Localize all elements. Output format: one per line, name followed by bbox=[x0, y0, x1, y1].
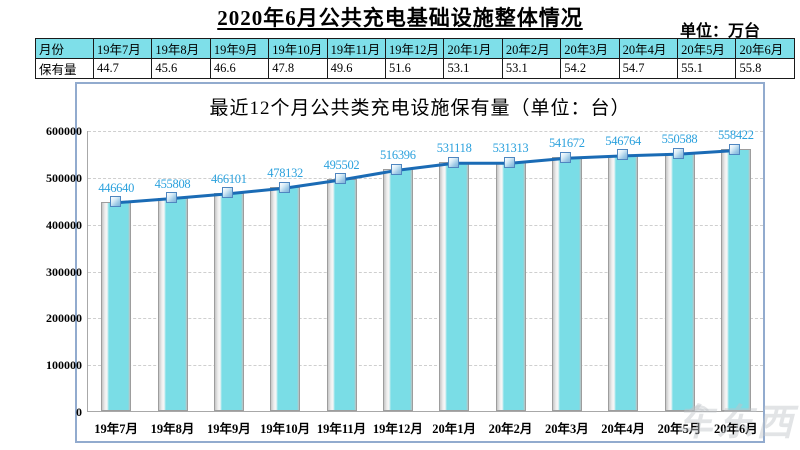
data-label: 466101 bbox=[210, 171, 247, 186]
x-axis-tick-label: 20年1月 bbox=[432, 422, 477, 436]
data-point-marker bbox=[504, 156, 515, 168]
holding-value-cell: 49.6 bbox=[326, 58, 387, 79]
y-axis-tick-label: 300000 bbox=[46, 264, 82, 279]
y-axis-tick-label: 200000 bbox=[46, 311, 82, 326]
data-point-marker bbox=[335, 173, 346, 185]
data-label: 478132 bbox=[267, 166, 303, 181]
gridline bbox=[88, 224, 763, 226]
data-point-marker bbox=[616, 149, 628, 161]
holding-value-cell: 55.8 bbox=[735, 58, 795, 79]
x-axis-tick-label: 20年5月 bbox=[657, 422, 702, 436]
holding-value-cell: 54.2 bbox=[560, 58, 620, 79]
gridline bbox=[88, 271, 763, 273]
month-header-cell: 19年9月 bbox=[209, 38, 270, 59]
bar bbox=[101, 201, 132, 411]
holding-value-cell: 54.7 bbox=[618, 58, 679, 79]
x-axis-tick-label: 20年6月 bbox=[713, 422, 758, 436]
month-header-cell: 20年4月 bbox=[618, 38, 679, 59]
gridline bbox=[88, 318, 763, 320]
page-title: 2020年6月公共充电基础设施整体情况 bbox=[217, 6, 583, 30]
y-axis-tick-label: 500000 bbox=[46, 170, 82, 185]
bar bbox=[157, 197, 188, 411]
data-point-marker bbox=[560, 151, 572, 163]
row-header-month: 月份 bbox=[35, 38, 94, 59]
data-label: 516396 bbox=[379, 148, 416, 163]
y-axis-tick-label: 100000 bbox=[46, 358, 82, 373]
data-point-marker bbox=[391, 163, 403, 175]
table-row-values: 保有量 44.7 45.6 46.6 47.8 49.6 51.6 53.1 53.1 54.2… bbox=[35, 58, 795, 79]
y-axis-tick-label: 600000 bbox=[46, 124, 82, 138]
bar bbox=[213, 192, 244, 411]
chart-title: 最近12个月公共类充电设施保有量（单位：台） bbox=[209, 98, 631, 119]
data-label: 455808 bbox=[154, 176, 191, 191]
holding-value-cell: 46.6 bbox=[209, 58, 270, 79]
gridline bbox=[88, 177, 763, 179]
gridline bbox=[88, 365, 763, 367]
data-label: 495502 bbox=[323, 157, 360, 172]
x-axis-tick-label: 19年11月 bbox=[316, 422, 367, 436]
data-label: 446640 bbox=[98, 180, 135, 195]
holding-value-cell: 53.1 bbox=[443, 58, 503, 79]
month-header-cell: 19年11月 bbox=[326, 38, 387, 59]
month-header-cell: 20年5月 bbox=[677, 38, 737, 59]
y-axis-tick-label: 400000 bbox=[46, 217, 82, 232]
holding-value-cell: 47.8 bbox=[268, 58, 328, 79]
data-label: 531118 bbox=[436, 141, 472, 156]
summary-table: 月份 19年7月 19年8月 19年9月 19年10月 19年11月 19年12月 20年1… bbox=[35, 38, 795, 79]
data-point-marker bbox=[447, 156, 459, 168]
data-point-marker bbox=[278, 181, 290, 193]
table-row-months: 月份 19年7月 19年8月 19年9月 19年10月 19年11月 19年12月 20年1… bbox=[35, 38, 795, 59]
trend-line bbox=[116, 149, 736, 205]
month-header-cell: 20年1月 bbox=[443, 38, 503, 59]
y-axis-tick-label: 0 bbox=[76, 405, 82, 419]
row-header-holding: 保有量 bbox=[35, 58, 94, 79]
month-header-cell: 20年6月 bbox=[735, 38, 795, 59]
x-axis-tick-label: 19年10月 bbox=[260, 422, 311, 436]
bar bbox=[608, 154, 639, 411]
bar bbox=[720, 149, 751, 411]
holding-value-cell: 55.1 bbox=[677, 58, 737, 79]
x-axis-tick-label: 20年2月 bbox=[488, 422, 533, 436]
bar bbox=[664, 153, 695, 411]
chart: 最近12个月公共类充电设施保有量（单位：台） 0 100000 200000 3000… bbox=[46, 82, 765, 443]
x-axis-tick-label: 19年7月 bbox=[94, 422, 139, 436]
month-header-cell: 19年10月 bbox=[268, 38, 328, 59]
x-axis-tick-label: 19年8月 bbox=[150, 422, 195, 436]
holding-value-cell: 44.7 bbox=[92, 58, 153, 79]
unit-label: 单位：万台 bbox=[679, 23, 760, 40]
bar bbox=[439, 162, 470, 411]
bar bbox=[495, 162, 526, 411]
holding-value-cell: 53.1 bbox=[501, 58, 562, 79]
holding-value-cell: 45.6 bbox=[151, 58, 211, 79]
data-point-marker bbox=[109, 196, 121, 208]
x-axis-tick-label: 19年9月 bbox=[206, 422, 251, 436]
data-point-marker bbox=[729, 143, 741, 155]
plot-area: 0 100000 200000 300000 400000 500000 600000 446… bbox=[46, 124, 763, 436]
data-point-marker bbox=[166, 192, 177, 204]
x-axis-tick-label: 19年12月 bbox=[372, 422, 423, 436]
gridline bbox=[88, 131, 763, 132]
month-header-cell: 19年7月 bbox=[92, 38, 153, 59]
bar bbox=[382, 169, 413, 411]
month-header-cell: 19年8月 bbox=[151, 38, 211, 59]
data-point-marker bbox=[673, 147, 684, 159]
data-label: 541672 bbox=[548, 136, 585, 151]
data-label: 546764 bbox=[605, 133, 641, 148]
x-axis-tick-label: 20年4月 bbox=[601, 422, 646, 436]
bar bbox=[551, 157, 582, 411]
month-header-cell: 19年12月 bbox=[385, 38, 445, 59]
data-label: 550588 bbox=[661, 132, 698, 147]
data-label: 558422 bbox=[717, 128, 754, 143]
data-label: 531313 bbox=[492, 141, 529, 156]
data-point-marker bbox=[222, 187, 234, 199]
bar bbox=[326, 178, 357, 411]
holding-value-cell: 51.6 bbox=[385, 58, 445, 79]
month-header-cell: 20年3月 bbox=[560, 38, 620, 59]
x-axis-tick-label: 20年3月 bbox=[544, 422, 589, 436]
month-header-cell: 20年2月 bbox=[501, 38, 562, 59]
